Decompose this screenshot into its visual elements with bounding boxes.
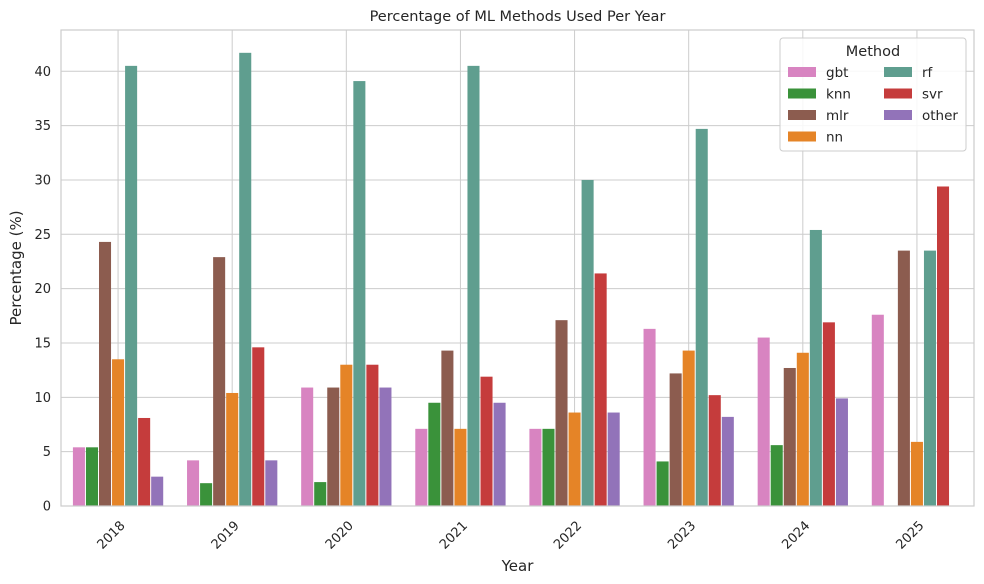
bar-rf-2024: [809, 229, 822, 506]
legend-label-knn: knn: [826, 87, 851, 103]
chart-title: Percentage of ML Methods Used Per Year: [370, 9, 666, 25]
legend-swatch-rf: [884, 67, 912, 77]
bar-svr-2023: [708, 395, 721, 506]
bar-other-2024: [835, 398, 848, 506]
legend-label-other: other: [922, 108, 958, 124]
bar-rf-2025: [923, 250, 937, 506]
bar-gbt-2024: [757, 337, 770, 506]
bar-other-2018: [151, 476, 164, 506]
bar-svr-2025: [937, 186, 950, 506]
bar-nn-2024: [796, 352, 809, 506]
y-axis-label: Percentage (%): [7, 210, 25, 325]
bar-gbt-2022: [529, 428, 542, 506]
bar-svr-2022: [594, 273, 607, 506]
bar-gbt-2019: [187, 460, 200, 506]
bar-nn-2023: [682, 350, 695, 506]
y-tick-label: 40: [34, 65, 51, 80]
y-tick-label: 10: [34, 391, 51, 406]
bar-gbt-2023: [643, 328, 656, 506]
legend-swatch-mlr: [788, 110, 816, 120]
bar-knn-2021: [428, 402, 441, 506]
x-axis-label: Year: [501, 557, 535, 575]
bar-rf-2018: [125, 65, 138, 507]
x-tick-label: 2021: [437, 519, 471, 553]
bar-knn-2018: [85, 447, 98, 506]
legend-box: [779, 37, 967, 152]
bar-other-2020: [379, 387, 392, 506]
bar-knn-2019: [200, 483, 213, 506]
legend-label-nn: nn: [826, 130, 843, 146]
bar-svr-2018: [138, 417, 151, 506]
legend-label-mlr: mlr: [826, 108, 849, 124]
legend-swatch-other: [884, 110, 912, 120]
x-tick-label: 2018: [95, 519, 129, 553]
x-tick-label: 2023: [665, 519, 699, 553]
bar-nn-2025: [910, 441, 923, 506]
y-tick-label: 30: [34, 173, 51, 188]
bar-other-2023: [721, 416, 734, 506]
bar-rf-2019: [239, 52, 252, 506]
bar-gbt-2020: [301, 387, 314, 506]
bar-mlr-2021: [441, 350, 454, 506]
bar-other-2019: [265, 460, 278, 506]
bar-svr-2021: [480, 376, 493, 506]
bar-mlr-2022: [555, 320, 568, 506]
bars: [72, 52, 950, 507]
bar-gbt-2025: [871, 314, 884, 506]
bar-gbt-2021: [415, 428, 428, 506]
y-tick-label: 0: [43, 500, 51, 515]
bar-mlr-2019: [213, 257, 226, 506]
bar-nn-2018: [112, 359, 125, 506]
bar-mlr-2018: [98, 241, 112, 507]
y-axis: 0 5 10 15 20 25 30 35 40: [34, 65, 51, 515]
bar-knn-2020: [314, 482, 327, 506]
bar-rf-2022: [581, 179, 594, 506]
legend-label-svr: svr: [922, 87, 943, 103]
y-tick-label: 35: [34, 119, 51, 134]
bar-knn-2022: [542, 428, 555, 506]
x-tick-label: 2024: [779, 519, 813, 553]
bar-mlr-2020: [327, 387, 340, 506]
bar-knn-2023: [656, 461, 669, 506]
legend-title: Method: [846, 44, 900, 60]
x-axis: 2018 2019 2020 2021 2022 2023 2024 2025: [95, 519, 928, 553]
x-tick-label: 2020: [323, 519, 357, 553]
bar-mlr-2023: [669, 373, 682, 506]
bar-svr-2019: [252, 347, 265, 506]
bar-other-2021: [493, 402, 506, 506]
legend-swatch-nn: [788, 131, 816, 142]
bar-rf-2021: [467, 65, 480, 507]
bar-svr-2020: [366, 364, 379, 506]
bar-nn-2022: [568, 412, 581, 506]
y-tick-label: 25: [34, 228, 51, 243]
legend-swatch-knn: [788, 88, 816, 99]
bar-other-2022: [607, 412, 620, 506]
bar-rf-2023: [695, 128, 708, 507]
bar-knn-2024: [770, 445, 783, 506]
legend: Method gbt knn mlr nn rf svr other: [779, 37, 967, 152]
bar-nn-2019: [226, 392, 239, 506]
legend-label-rf: rf: [922, 65, 934, 81]
bar-svr-2024: [822, 322, 835, 506]
x-tick-label: 2022: [551, 519, 585, 553]
legend-swatch-gbt: [788, 67, 816, 77]
bar-mlr-2025: [897, 250, 910, 506]
x-tick-label: 2019: [209, 519, 243, 553]
y-tick-label: 5: [43, 445, 51, 460]
bar-mlr-2024: [783, 367, 796, 506]
bar-gbt-2018: [72, 447, 85, 506]
legend-label-gbt: gbt: [826, 65, 848, 81]
y-tick-label: 15: [34, 336, 51, 351]
bar-nn-2021: [454, 428, 467, 506]
bar-nn-2020: [340, 364, 353, 506]
y-tick-label: 20: [34, 282, 51, 297]
plot-frame: [60, 29, 975, 507]
x-tick-label: 2025: [893, 519, 927, 553]
legend-swatch-svr: [884, 88, 912, 99]
bar-rf-2020: [353, 81, 366, 506]
